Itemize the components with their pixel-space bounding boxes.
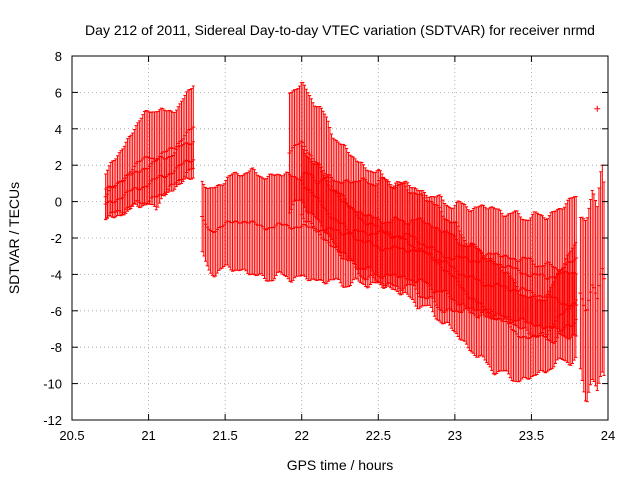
x-tick-label: 23.5 — [519, 428, 544, 443]
y-tick-label: 0 — [55, 195, 62, 210]
x-axis-label: GPS time / hours — [287, 457, 394, 473]
y-axis-label: SDTVAR / TECUs — [6, 182, 22, 294]
x-tick-label: 21.5 — [212, 428, 237, 443]
x-tick-label: 21 — [141, 428, 155, 443]
y-tick-label: 2 — [55, 158, 62, 173]
y-tick-label: -6 — [50, 304, 62, 319]
x-axis: 20.5 21 21.5 22 22.5 23 23.5 24 — [59, 56, 615, 443]
error-bar-arc — [578, 164, 607, 403]
y-tick-label: -8 — [50, 340, 62, 355]
y-tick-label: 8 — [55, 49, 62, 64]
y-tick-label: -2 — [50, 231, 62, 246]
y-tick-label: -10 — [43, 377, 62, 392]
x-tick-label: 24 — [601, 428, 615, 443]
error-bar-arc — [103, 141, 196, 220]
x-tick-label: 22 — [294, 428, 308, 443]
outlier-point — [594, 105, 601, 112]
y-tick-label: 4 — [55, 122, 62, 137]
y-tick-label: 6 — [55, 85, 62, 100]
chart-title: Day 212 of 2011, Sidereal Day-to-day VTE… — [85, 22, 595, 38]
y-axis: -12 -10 -8 -6 -4 -2 0 2 4 6 8 — [43, 49, 608, 428]
x-tick-label: 20.5 — [59, 428, 84, 443]
x-tick-label: 22.5 — [366, 428, 391, 443]
y-tick-label: -4 — [50, 267, 62, 282]
data-series — [103, 81, 607, 403]
x-tick-label: 23 — [448, 428, 462, 443]
y-tick-label: -12 — [43, 413, 62, 428]
error-bar-arc — [299, 145, 579, 340]
